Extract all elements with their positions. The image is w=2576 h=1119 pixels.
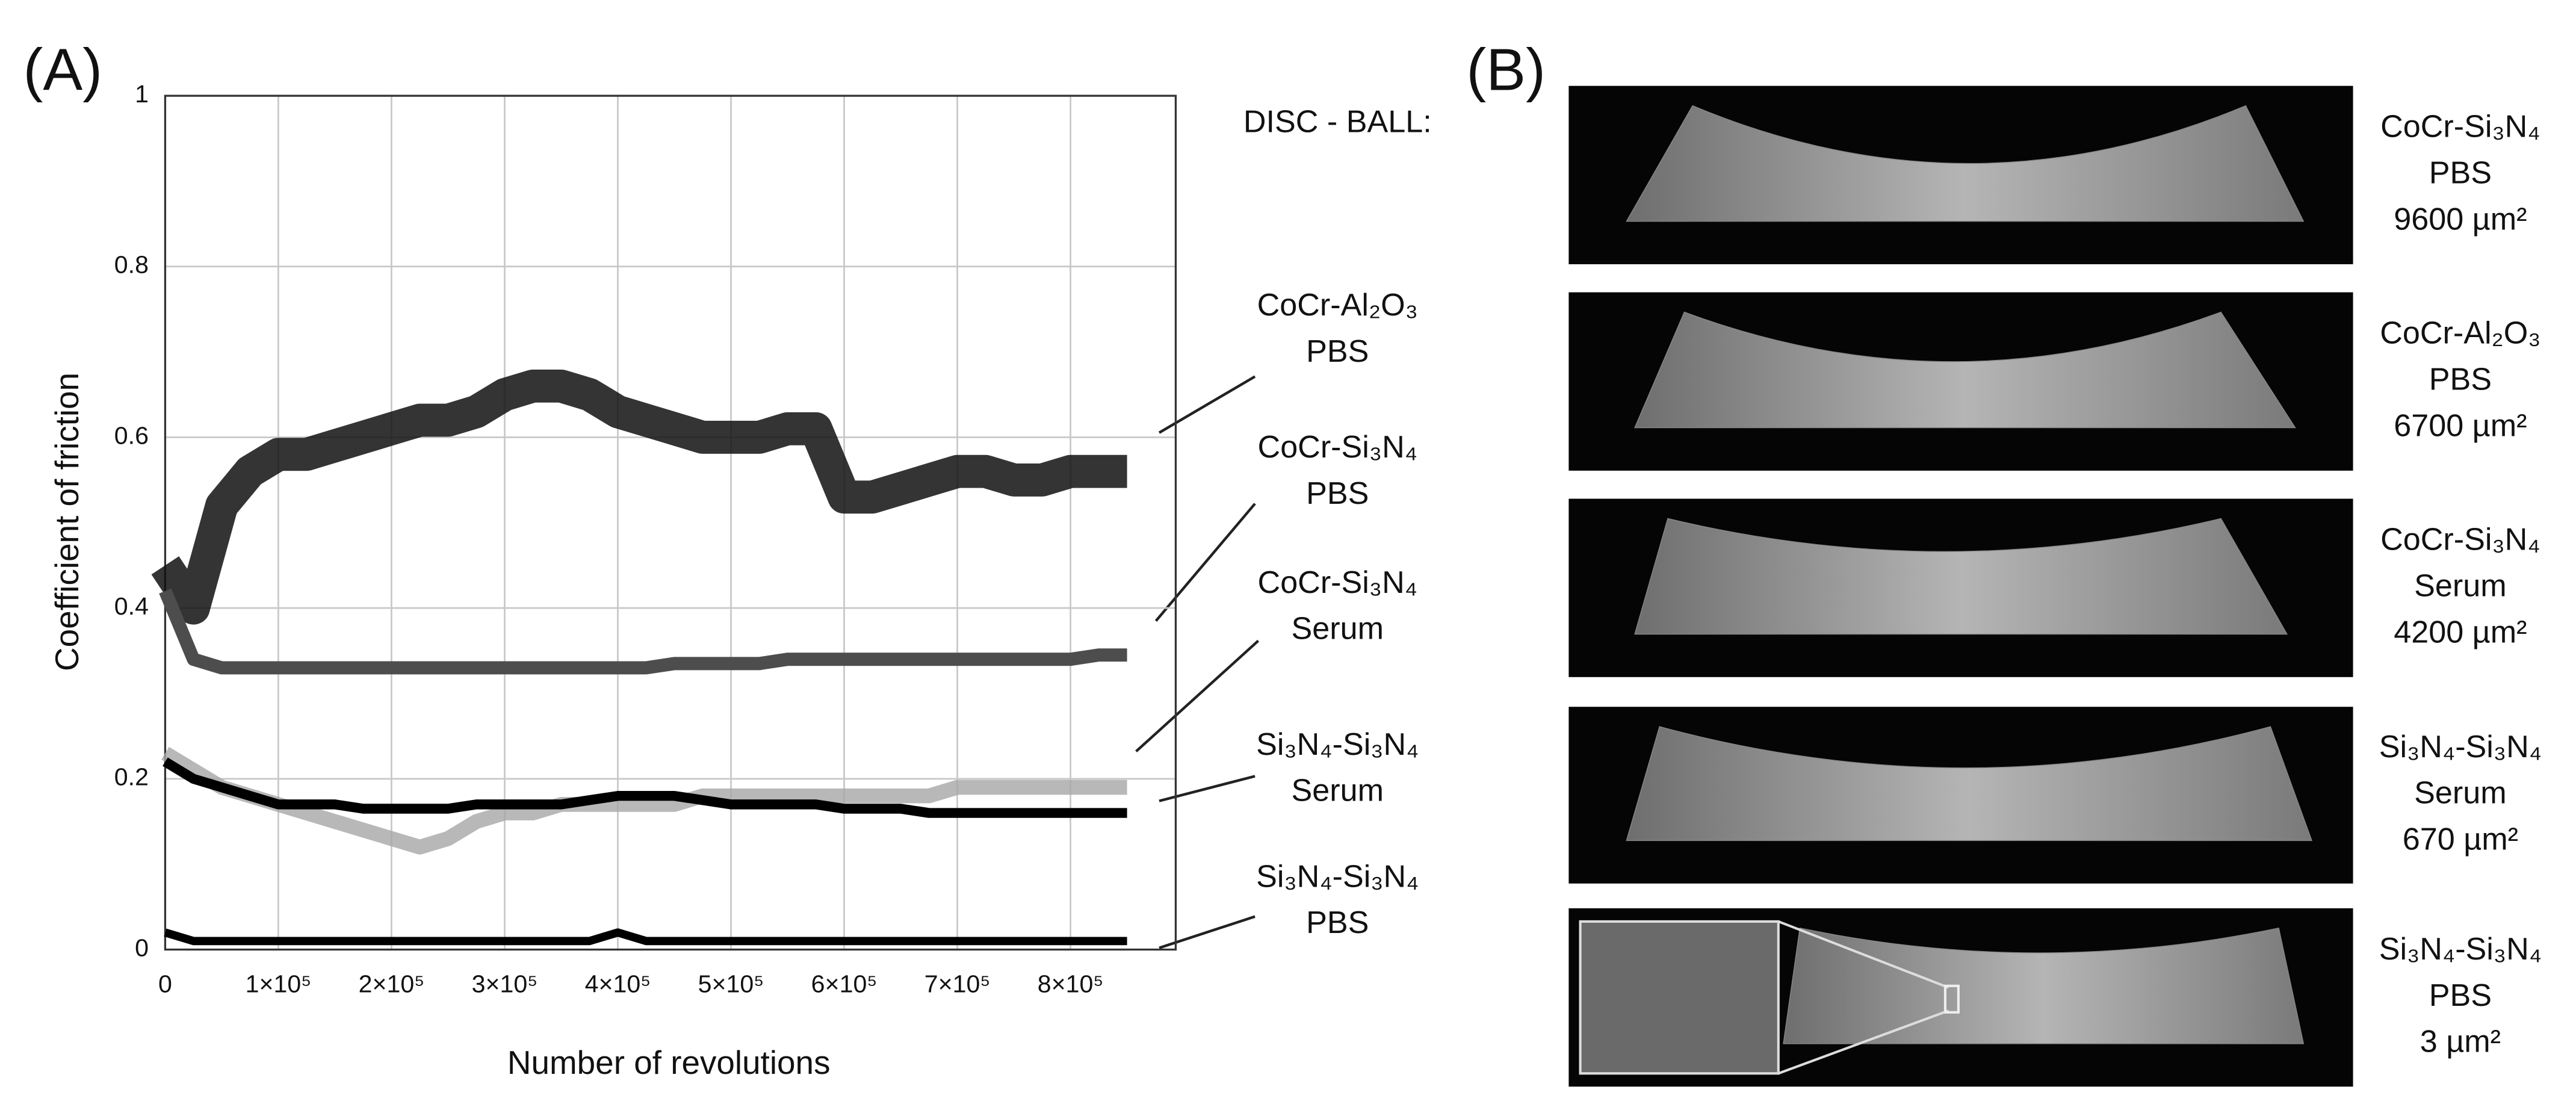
plot-frame: [164, 95, 1177, 951]
series-line: [159, 588, 1127, 675]
legend-label: Si₃N₄-Si₃N₄ Serum: [1256, 728, 1419, 810]
y-tick-label: 0.4: [114, 592, 149, 620]
panel-b-label: Serum: [2414, 776, 2506, 811]
y-tick-label: 1: [135, 80, 149, 108]
panel-b-label: 6700 µm²: [2394, 408, 2527, 443]
panel-b-label: 4200 µm²: [2394, 615, 2527, 649]
panel-label: (A): [23, 37, 102, 103]
legend-label: CoCr-Al₂O₃ PBS: [1257, 289, 1418, 370]
y-tick-label: 0: [135, 934, 149, 961]
wear-surface: [1626, 105, 2305, 222]
panel-b-label: Si₃N₄-Si₃N₄: [2379, 932, 2542, 967]
panel-b-label: Serum: [2414, 568, 2506, 603]
x-tick-label: 7×10⁵: [924, 970, 991, 998]
series-line: [163, 757, 1127, 818]
x-tick-label: 6×10⁵: [811, 970, 878, 998]
x-tick-label: 4×10⁵: [585, 970, 651, 998]
x-tick-label: 5×10⁵: [698, 970, 764, 998]
wear-surface: [1634, 518, 2288, 635]
legend-label: Si₃N₄-Si₃N₄ PBS: [1256, 860, 1419, 941]
panel-b-label: PBS: [2429, 362, 2492, 397]
y-axis-label: Coefficient of friction: [48, 373, 85, 671]
series-line: [151, 369, 1127, 625]
wear-surface: [1634, 311, 2296, 429]
panel-b-label: PBS: [2429, 978, 2492, 1013]
legend-entry: Si₃N₄-Si₃N₄ PBS: [1256, 860, 1419, 941]
legend-entry: CoCr-Si₃N₄ PBS: [1257, 431, 1418, 512]
legend-entry: CoCr-Si₃N₄ Serum: [1257, 566, 1418, 648]
legend-label: CoCr-Si₃N₄ PBS: [1257, 431, 1418, 512]
inset-marker: [1943, 984, 1960, 1014]
x-tick-label: 2×10⁵: [359, 970, 425, 998]
panel-b-label: 3 µm²: [2420, 1024, 2501, 1059]
x-tick-label: 3×10⁵: [472, 970, 538, 998]
panel-b-label: PBS: [2429, 156, 2492, 191]
panel-label: (B): [1466, 37, 1546, 103]
panel-b-label: 9600 µm²: [2394, 202, 2527, 237]
x-tick-label: 8×10⁵: [1038, 970, 1104, 998]
panel-b-label: Si₃N₄-Si₃N₄: [2379, 730, 2542, 764]
legend-entry: CoCr-Al₂O₃ PBS: [1257, 289, 1418, 370]
panel-b-label: CoCr-Si₃N₄: [2380, 110, 2540, 144]
x-axis-label: Number of revolutions: [507, 1044, 831, 1081]
wear-surface: [1783, 928, 2305, 1044]
legend-label: CoCr-Si₃N₄ Serum: [1257, 566, 1418, 648]
x-tick-label: 1×10⁵: [246, 970, 312, 998]
legend-entry: Si₃N₄-Si₃N₄ Serum: [1256, 728, 1419, 810]
x-tick-label: 0: [158, 970, 172, 998]
y-tick-label: 0.2: [114, 763, 149, 791]
inset-image: [1579, 920, 1780, 1075]
y-tick-label: 0.6: [114, 421, 149, 449]
series-line: [164, 928, 1127, 946]
panel-b-label: CoCr-Al₂O₃: [2380, 316, 2540, 351]
y-tick-label: 0.8: [114, 251, 149, 279]
wear-surface: [1626, 726, 2312, 842]
inset-lines: [1778, 920, 1949, 1075]
legend-title: DISC - BALL:: [1243, 105, 1432, 140]
series-line: [161, 746, 1127, 855]
panel-b-label: CoCr-Si₃N₄: [2380, 522, 2540, 557]
panel-b-label: 670 µm²: [2403, 822, 2518, 857]
